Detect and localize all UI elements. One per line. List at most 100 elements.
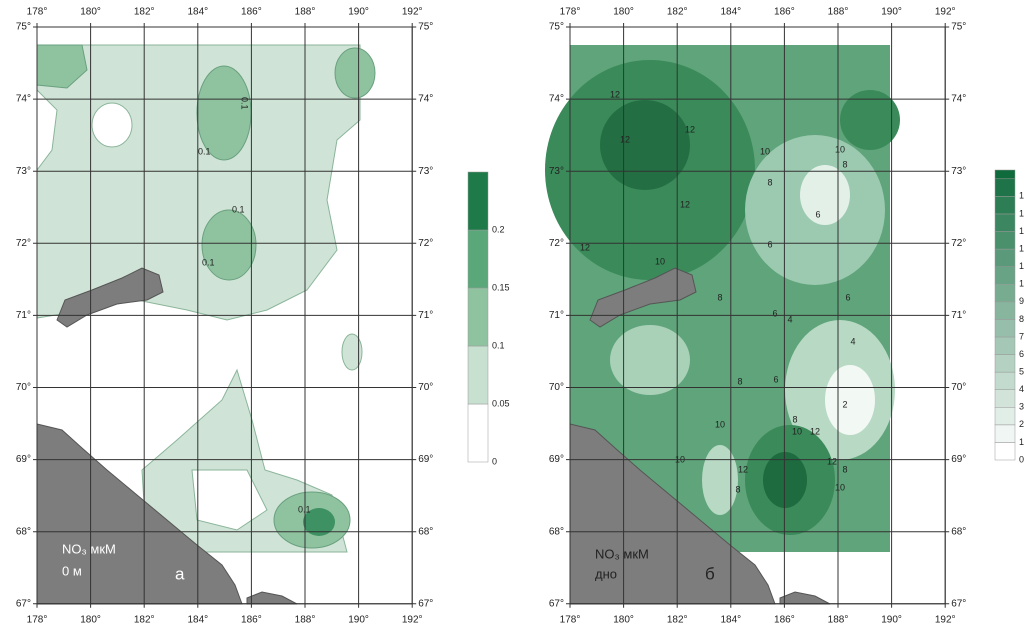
lon-label: 188° bbox=[295, 7, 316, 18]
lon-label: 182° bbox=[134, 7, 155, 18]
colorbar-bin bbox=[994, 248, 1016, 267]
legend-label: 0.1 bbox=[492, 340, 505, 350]
lon-label: 186° bbox=[774, 7, 795, 18]
contour-label: 8 bbox=[717, 292, 722, 302]
colorbar-bin bbox=[994, 336, 1016, 355]
depth-label: 0 м bbox=[62, 563, 82, 578]
lat-label: 73° bbox=[951, 166, 966, 177]
lat-label: 74° bbox=[418, 94, 433, 105]
contour-label: 12 bbox=[827, 456, 837, 466]
colorbar-bin bbox=[994, 231, 1016, 250]
contour-label: 6 bbox=[845, 292, 850, 302]
lat-label: 70° bbox=[549, 382, 564, 393]
lat-label: 67° bbox=[418, 598, 433, 609]
lon-label: 182° bbox=[667, 7, 688, 18]
colorbar-bin bbox=[994, 407, 1016, 426]
lon-label: 192° bbox=[402, 615, 423, 626]
lat-label: 70° bbox=[418, 382, 433, 393]
lat-label: 68° bbox=[549, 526, 564, 537]
lat-label: 72° bbox=[549, 238, 564, 249]
lon-label: 192° bbox=[402, 7, 423, 18]
colorbar-bin bbox=[994, 424, 1016, 443]
map-b bbox=[545, 45, 900, 605]
colorbar-bin bbox=[994, 319, 1016, 338]
contour-label: 10 bbox=[715, 419, 725, 429]
contour-label: 8 bbox=[767, 177, 772, 187]
legend-label: 2 bbox=[1019, 419, 1024, 429]
parameter-label: NO₃ мкМ bbox=[595, 546, 649, 561]
lon-label: 190° bbox=[881, 615, 902, 626]
colorbar-bin bbox=[994, 266, 1016, 285]
lon-label: 188° bbox=[828, 615, 849, 626]
colorbar-bin bbox=[994, 442, 1016, 461]
legend-label: 10 bbox=[1019, 279, 1024, 289]
contour-label: 0.1 bbox=[232, 204, 245, 214]
contour-label: 8 bbox=[842, 159, 847, 169]
legend-label: 14 bbox=[1019, 208, 1024, 218]
colorbar-bin bbox=[994, 371, 1016, 390]
lon-label: 186° bbox=[241, 7, 262, 18]
lat-label: 72° bbox=[418, 238, 433, 249]
lon-label: 184° bbox=[187, 7, 208, 18]
contour-label: 12 bbox=[580, 242, 590, 252]
legend-label: 9 bbox=[1019, 296, 1024, 306]
panel-letter: б bbox=[705, 564, 715, 583]
lat-label: 73° bbox=[16, 166, 31, 177]
lat-label: 69° bbox=[951, 454, 966, 465]
colorbar-bin bbox=[994, 213, 1016, 232]
lon-label: 190° bbox=[881, 7, 902, 18]
lat-label: 72° bbox=[16, 238, 31, 249]
contour-label: 12 bbox=[610, 89, 620, 99]
lon-label: 178° bbox=[560, 615, 581, 626]
colorbar-bin bbox=[467, 403, 489, 463]
contour-label: 10 bbox=[835, 144, 845, 154]
contour-label: 6 bbox=[773, 374, 778, 384]
lat-label: 68° bbox=[418, 526, 433, 537]
legend-label: 7 bbox=[1019, 331, 1024, 341]
contour-label: 2 bbox=[842, 399, 847, 409]
contour-label: 0.1 bbox=[198, 146, 211, 156]
lon-label: 188° bbox=[295, 615, 316, 626]
contour-label: 8 bbox=[842, 464, 847, 474]
lat-label: 71° bbox=[16, 310, 31, 321]
colorbar-bin bbox=[994, 178, 1016, 197]
contour-label: 4 bbox=[850, 336, 855, 346]
colorbar-bin bbox=[467, 287, 489, 347]
lat-label: 68° bbox=[951, 526, 966, 537]
colorbar-bin bbox=[994, 283, 1016, 303]
grids: 178° 178° 180° 180° 182° 182° 184° 184° 186° 186°… bbox=[16, 7, 966, 626]
lon-label: 180° bbox=[80, 615, 101, 626]
lat-label: 75° bbox=[418, 22, 433, 33]
contour-label: 8 bbox=[792, 414, 797, 424]
parameter-label: NO₃ мкМ bbox=[62, 541, 116, 556]
lon-label: 182° bbox=[134, 615, 155, 626]
contour-label: 6 bbox=[772, 308, 777, 318]
colorbar-bin bbox=[467, 345, 489, 405]
colorbar-bin bbox=[994, 196, 1016, 215]
legend-label: 0.15 bbox=[492, 282, 510, 292]
contour-label: 12 bbox=[685, 124, 695, 134]
lat-label: 75° bbox=[16, 22, 31, 33]
contour-label: 8 bbox=[737, 376, 742, 386]
contour-label: 4 bbox=[787, 314, 792, 324]
lon-label: 180° bbox=[613, 615, 634, 626]
lat-label: 71° bbox=[951, 310, 966, 321]
panel-letter: а bbox=[175, 564, 185, 583]
lat-label: 74° bbox=[951, 94, 966, 105]
colorbar-bin bbox=[467, 229, 489, 289]
contour-label: 10 bbox=[835, 482, 845, 492]
contour-label: 12 bbox=[620, 134, 630, 144]
legend-label: 13 bbox=[1019, 226, 1024, 236]
legend-label: 0 bbox=[1019, 454, 1024, 464]
legend-label: 3 bbox=[1019, 402, 1024, 412]
lat-label: 69° bbox=[16, 454, 31, 465]
contour-label: 8 bbox=[735, 484, 740, 494]
lon-label: 184° bbox=[720, 7, 741, 18]
colorbar-bin bbox=[994, 301, 1016, 320]
legend-label: 8 bbox=[1019, 314, 1024, 324]
contour-label: 6 bbox=[815, 209, 820, 219]
lat-label: 71° bbox=[418, 310, 433, 321]
lon-label: 178° bbox=[560, 7, 581, 18]
contour-label: 10 bbox=[655, 256, 665, 266]
